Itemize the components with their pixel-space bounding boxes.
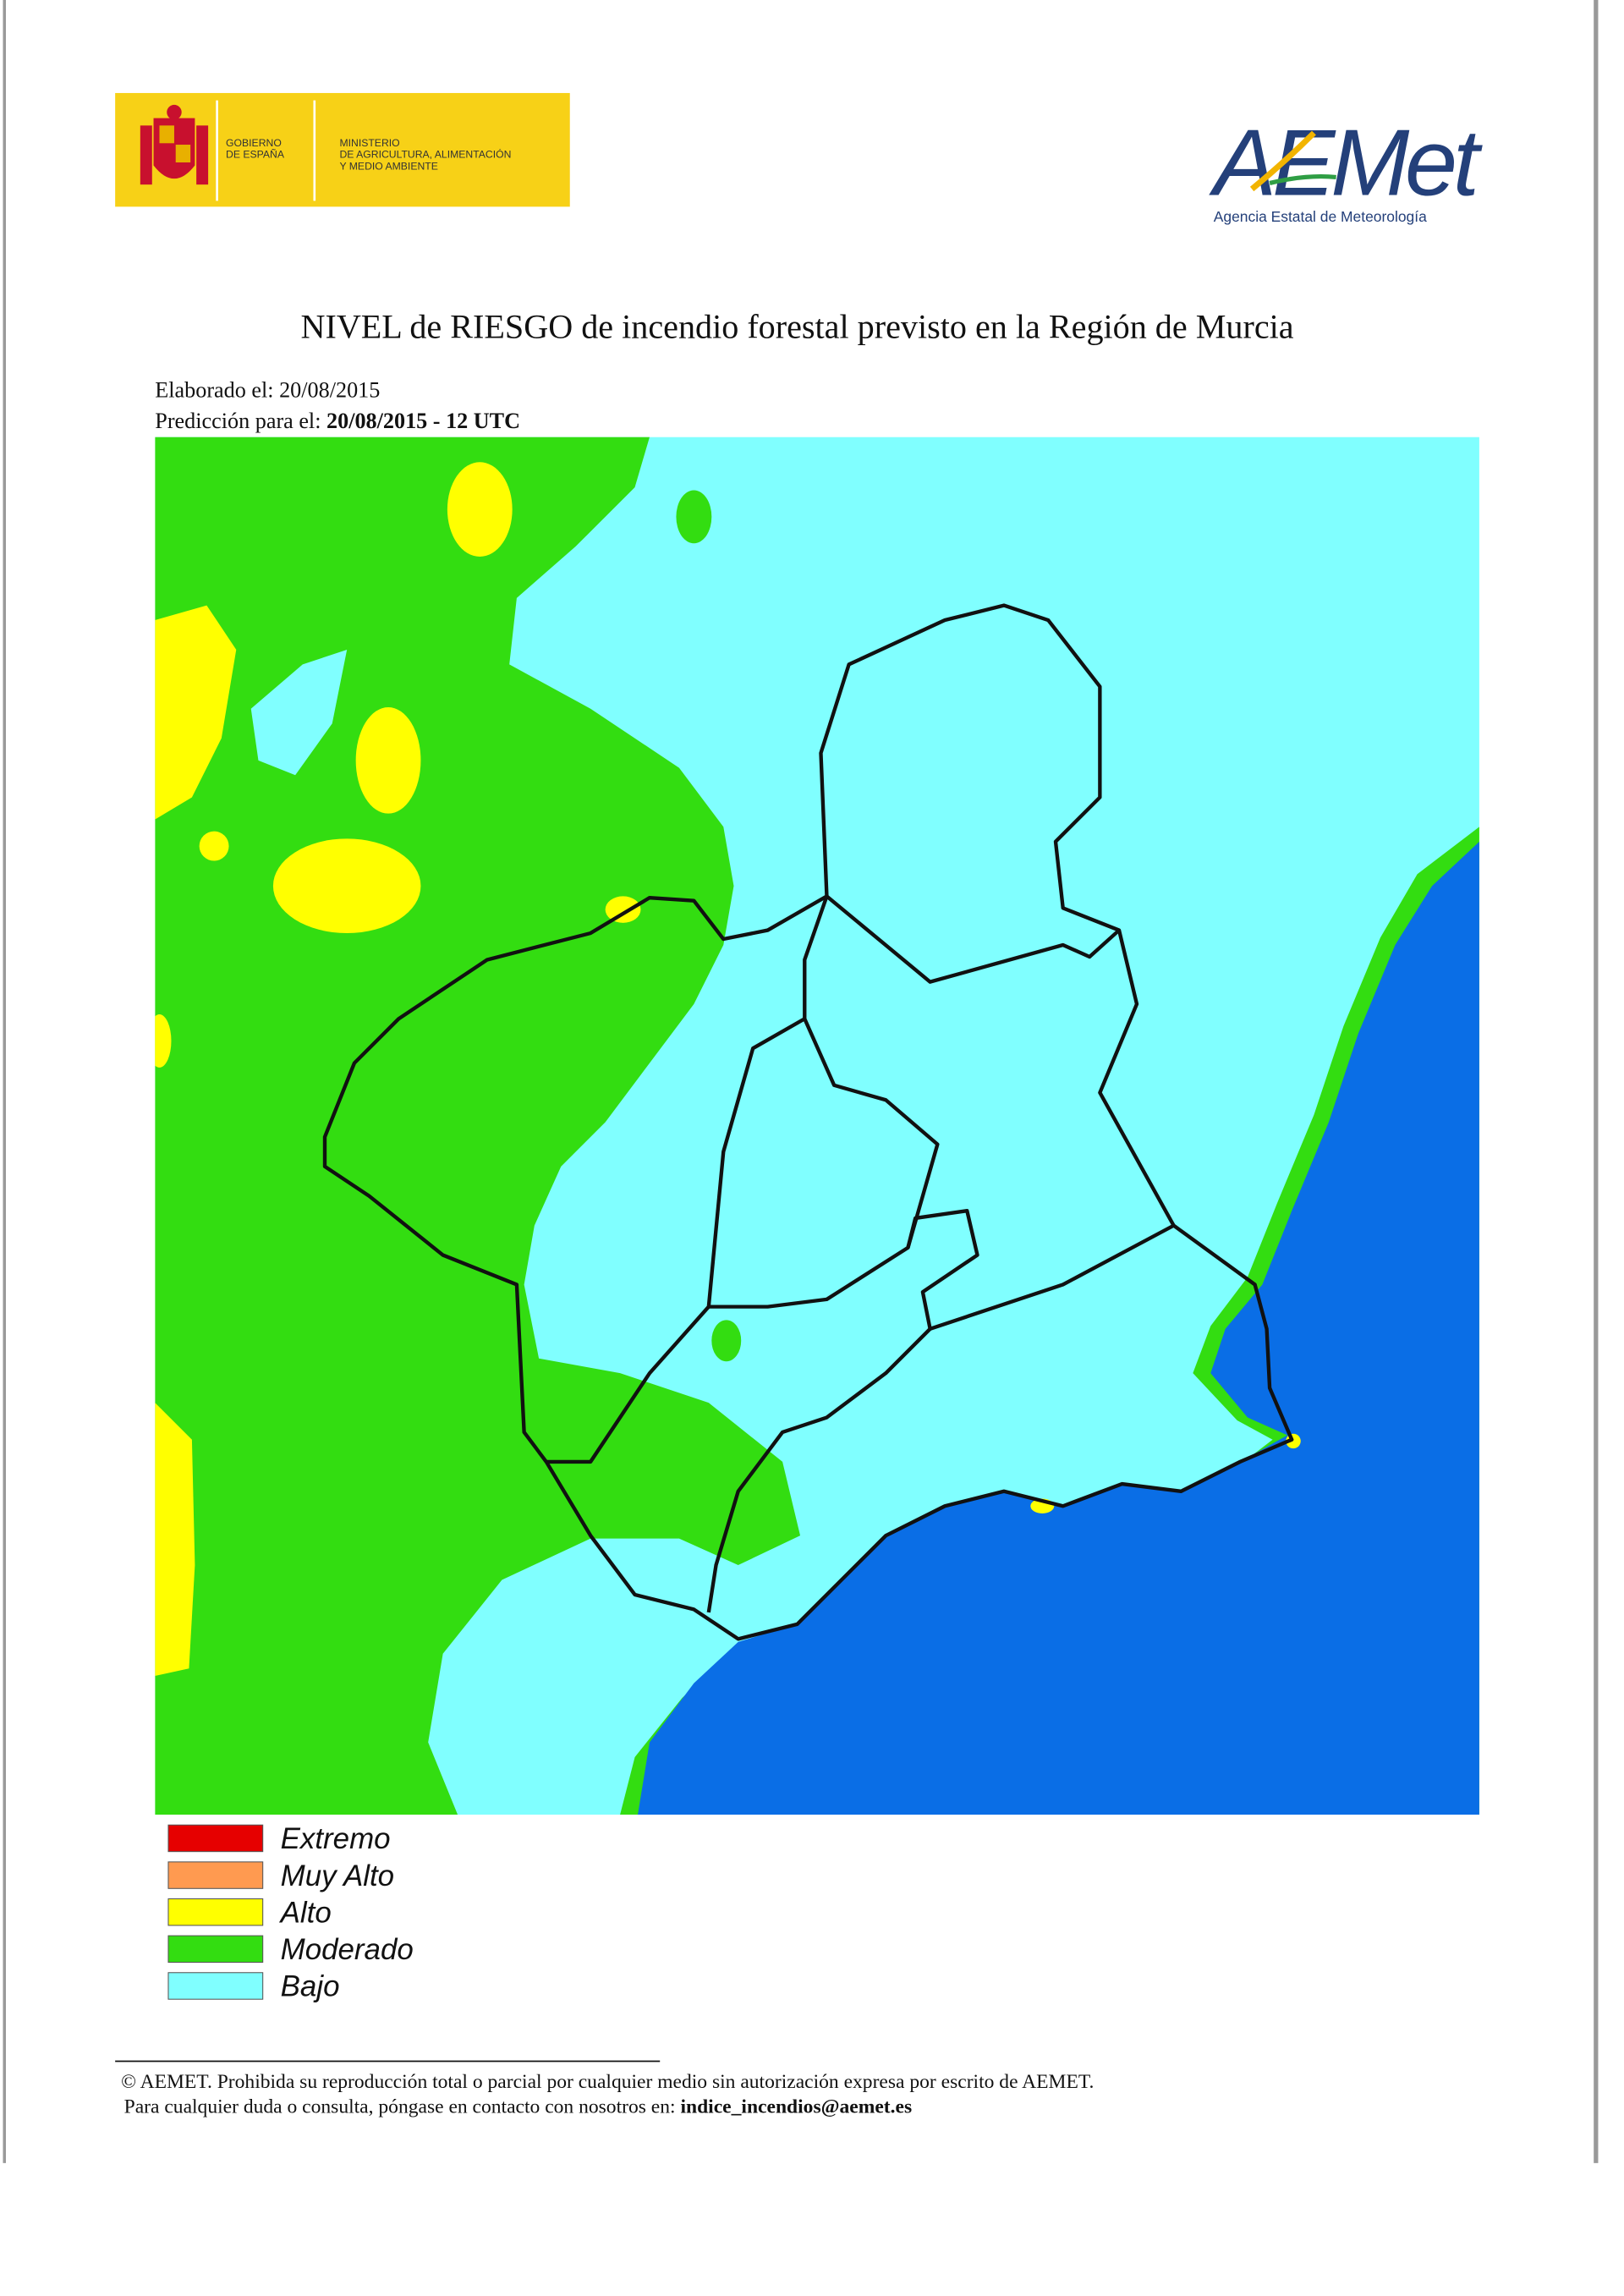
legend-swatch xyxy=(167,1935,264,1964)
legend-label: Muy Alto xyxy=(281,1859,394,1892)
title: NIVEL de RIESGO de incendio forestal pre… xyxy=(300,308,1293,346)
legend-swatch xyxy=(167,1972,264,2000)
sea xyxy=(638,841,1479,1815)
elaborado-label: Elaborado el: xyxy=(155,377,273,402)
legend-label: Moderado xyxy=(281,1933,414,1966)
zone-alto xyxy=(199,831,229,861)
zone-alto xyxy=(155,605,237,820)
legend: Extremo Muy Alto Alto Moderado Bajo xyxy=(167,1822,414,2003)
zone-moderado xyxy=(155,437,801,1815)
gov-logo: GOBIERNO DE ESPAÑA MINISTERIO DE AGRICUL… xyxy=(115,92,570,207)
zone-alto xyxy=(605,896,641,923)
zone-alto xyxy=(447,462,513,557)
aemet-logo-text: AEMet xyxy=(1209,109,1483,215)
logo-ministry-text: DE AGRICULTURA, ALIMENTACIÓN xyxy=(339,148,511,161)
zone-alto xyxy=(272,838,421,934)
legend-label: Bajo xyxy=(281,1970,340,2003)
legend-swatch xyxy=(167,1824,264,1853)
prediccion-label: Predicción para el: xyxy=(155,409,321,433)
aemet-logo-subtitle: Agencia Estatal de Meteorología xyxy=(1214,208,1427,225)
risk-map xyxy=(155,437,1479,1815)
zone-moderado xyxy=(676,490,712,544)
zone-bajo xyxy=(250,649,348,776)
logo-gov-text: DE ESPAÑA xyxy=(226,149,285,161)
zone-moderado xyxy=(711,1320,742,1362)
legend-label: Alto xyxy=(279,1896,332,1929)
footer-line: © AEMET. Prohibida su reproducción total… xyxy=(121,2071,1094,2093)
boundaries xyxy=(322,603,1294,1641)
aemet-logo: AEMet Agencia Estatal de Meteorología xyxy=(1209,109,1483,224)
elaborado-value: 20/08/2015 xyxy=(279,377,380,402)
prediccion: Predicción para el: 20/08/2015 - 12 UTC xyxy=(155,409,520,433)
prediccion-value: 20/08/2015 - 12 UTC xyxy=(326,409,520,433)
zone-alto xyxy=(355,707,421,814)
elaborado: Elaborado el: 20/08/2015 xyxy=(155,377,380,402)
coat-of-arms xyxy=(140,104,209,185)
footer-line: Para cualquier duda o consulta, póngase … xyxy=(124,2096,913,2118)
legend-swatch xyxy=(167,1898,264,1926)
legend-label: Extremo xyxy=(281,1822,391,1855)
footer-contact: Para cualquier duda o consulta, póngase … xyxy=(124,2096,676,2118)
logo-gov-text: GOBIERNO xyxy=(226,137,282,149)
logo-ministry-text: Y MEDIO AMBIENTE xyxy=(339,161,437,173)
zone-alto xyxy=(155,1014,172,1068)
logo-ministry-text: MINISTERIO xyxy=(339,137,399,149)
zone-alto xyxy=(155,1403,195,1676)
legend-swatch xyxy=(167,1861,264,1889)
footer-email[interactable]: indice_incendios@aemet.es xyxy=(680,2096,912,2118)
